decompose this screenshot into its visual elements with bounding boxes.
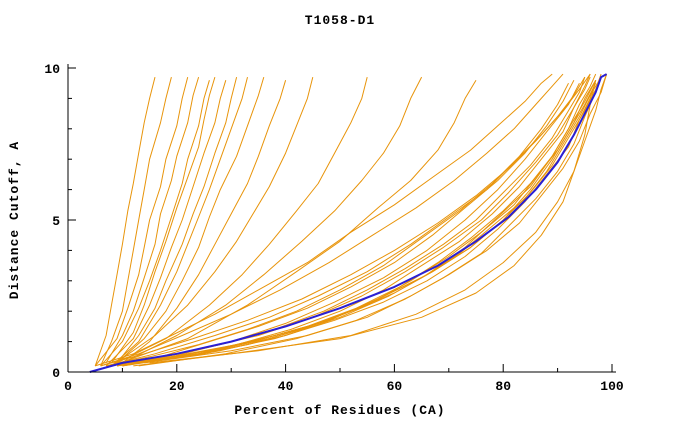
series-group (89, 73, 608, 373)
model-curve (122, 79, 597, 367)
x-axis-label: Percent of Residues (CA) (234, 403, 445, 418)
x-tick-label: 0 (64, 379, 72, 394)
model-curve (133, 80, 597, 367)
model-curve (111, 76, 216, 364)
model-curve (100, 73, 564, 367)
model-curve (100, 76, 586, 367)
model-curve (105, 76, 200, 364)
y-tick-label: 0 (52, 366, 60, 381)
model-curve (116, 76, 238, 364)
chart-title: T1058-D1 (305, 13, 375, 28)
model-curve (100, 80, 210, 367)
ticks-group: 0 20 40 60 80 100 0 5 10 (44, 62, 624, 394)
model-curve (138, 73, 602, 364)
x-tick-label: 20 (169, 379, 185, 394)
x-tick-label: 60 (387, 379, 403, 394)
highlighted-model-curve (89, 73, 608, 373)
y-axis-label: Distance Cutoff, A (7, 141, 22, 299)
model-curve (116, 82, 597, 367)
model-curve (122, 73, 597, 367)
model-curve (144, 73, 608, 364)
model-curve (105, 73, 591, 367)
model-curve (111, 79, 575, 367)
model-curve (133, 76, 602, 364)
model-curve (138, 76, 602, 367)
model-curve (116, 76, 368, 364)
model-curve (149, 73, 608, 364)
model-curve (116, 76, 265, 364)
model-curve (111, 76, 314, 367)
x-tick-label: 100 (600, 379, 624, 394)
model-curve (95, 73, 553, 367)
model-curve (94, 76, 189, 367)
model-curve (105, 80, 227, 367)
model-curve (111, 76, 248, 367)
model-curve (122, 80, 287, 364)
model-curve (116, 76, 591, 367)
model-curve (122, 76, 423, 364)
y-tick-label: 10 (44, 62, 60, 77)
x-tick-label: 80 (495, 379, 511, 394)
x-tick-label: 40 (278, 379, 294, 394)
model-curve (122, 80, 597, 367)
model-curve (100, 76, 172, 367)
axes-group (67, 64, 616, 373)
model-curve (94, 76, 156, 367)
y-tick-label: 5 (52, 214, 60, 229)
